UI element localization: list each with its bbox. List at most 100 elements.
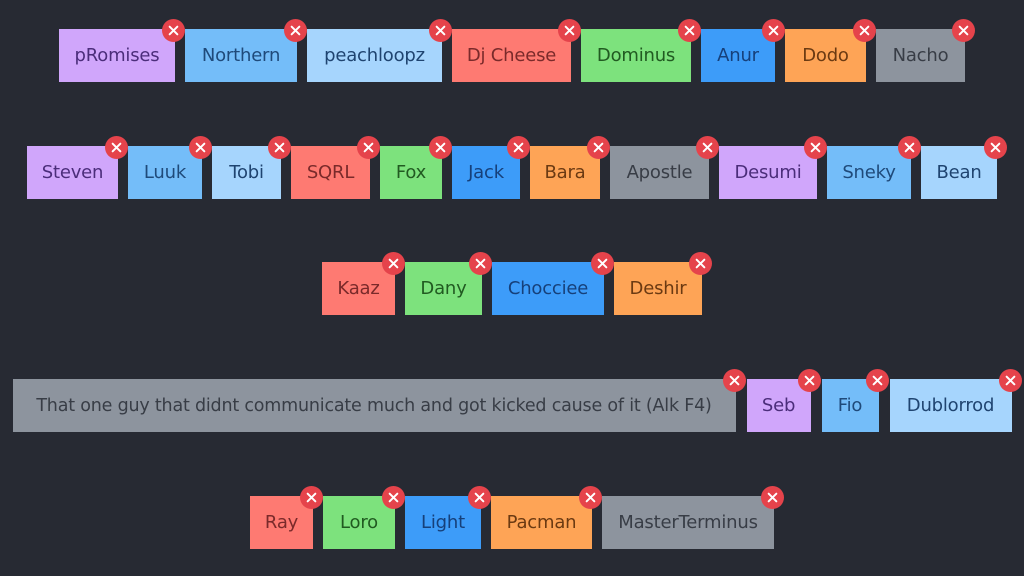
remove-tag-button[interactable] bbox=[587, 136, 610, 159]
tag-label: Dominus bbox=[596, 45, 676, 66]
remove-tag-button[interactable] bbox=[507, 136, 530, 159]
x-icon bbox=[274, 142, 285, 153]
x-icon bbox=[388, 492, 399, 503]
tag-pacman[interactable]: Pacman bbox=[491, 486, 602, 549]
tag-light[interactable]: Light bbox=[405, 486, 491, 549]
remove-tag-button[interactable] bbox=[382, 486, 405, 509]
tag-label: MasterTerminus bbox=[618, 512, 758, 533]
tag-label: Ray bbox=[264, 512, 299, 533]
remove-tag-button[interactable] bbox=[898, 136, 921, 159]
tag-dany[interactable]: Dany bbox=[405, 252, 492, 315]
tag-label: Luuk bbox=[143, 162, 187, 183]
tag-dominus[interactable]: Dominus bbox=[581, 19, 701, 82]
remove-tag-button[interactable] bbox=[189, 136, 212, 159]
remove-tag-button[interactable] bbox=[678, 19, 701, 42]
x-icon bbox=[958, 25, 969, 36]
remove-tag-button[interactable] bbox=[162, 19, 185, 42]
tag-label: Seb bbox=[761, 395, 796, 416]
x-icon bbox=[585, 492, 596, 503]
remove-tag-button[interactable] bbox=[762, 19, 785, 42]
tag-jack[interactable]: Jack bbox=[452, 136, 530, 199]
x-icon bbox=[1005, 375, 1015, 386]
remove-tag-button[interactable] bbox=[696, 136, 719, 159]
tag-tobi[interactable]: Tobi bbox=[212, 136, 291, 199]
x-icon bbox=[388, 258, 399, 269]
tag-deshir[interactable]: Deshir bbox=[614, 252, 712, 315]
remove-tag-button[interactable] bbox=[558, 19, 581, 42]
remove-tag-button[interactable] bbox=[429, 19, 452, 42]
remove-tag-button[interactable] bbox=[469, 252, 492, 275]
remove-tag-button[interactable] bbox=[952, 19, 975, 42]
x-icon bbox=[684, 25, 695, 36]
remove-tag-button[interactable] bbox=[468, 486, 491, 509]
remove-tag-button[interactable] bbox=[429, 136, 452, 159]
tag-label: SQRL bbox=[306, 162, 355, 183]
tag-row-4: That one guy that didnt communicate much… bbox=[0, 369, 1024, 432]
x-icon bbox=[435, 142, 446, 153]
tag-desumi[interactable]: Desumi bbox=[719, 136, 827, 199]
tag-loro[interactable]: Loro bbox=[323, 486, 405, 549]
x-icon bbox=[859, 25, 870, 36]
remove-tag-button[interactable] bbox=[357, 136, 380, 159]
tag-steven[interactable]: Steven bbox=[27, 136, 128, 199]
tag-northern[interactable]: Northern bbox=[185, 19, 307, 82]
remove-tag-button[interactable] bbox=[105, 136, 128, 159]
tag-seb[interactable]: Seb bbox=[746, 369, 821, 432]
remove-tag-button[interactable] bbox=[722, 369, 746, 392]
tag-row-3: Kaaz Dany Chocciee Deshir bbox=[0, 252, 1024, 315]
tag-that-one-guy[interactable]: That one guy that didnt communicate much… bbox=[12, 369, 746, 432]
tag-row-2: Steven Luuk Tobi SQRL Fox Jack Bara Apo bbox=[0, 136, 1024, 199]
remove-tag-button[interactable] bbox=[300, 486, 323, 509]
tag-label: Dj Cheese bbox=[466, 45, 557, 66]
remove-tag-button[interactable] bbox=[591, 252, 614, 275]
remove-tag-button[interactable] bbox=[797, 369, 821, 392]
tag-label: Sneky bbox=[842, 162, 896, 183]
tag-promises[interactable]: pRomises bbox=[59, 19, 185, 82]
remove-tag-button[interactable] bbox=[382, 252, 405, 275]
tag-label: pRomises bbox=[74, 45, 160, 66]
tag-kaaz[interactable]: Kaaz bbox=[322, 252, 405, 315]
tag-label: Chocciee bbox=[507, 278, 589, 299]
tag-peachloopz[interactable]: peachloopz bbox=[307, 19, 452, 82]
tag-masterterminus[interactable]: MasterTerminus bbox=[602, 486, 784, 549]
remove-tag-button[interactable] bbox=[865, 369, 889, 392]
remove-tag-button[interactable] bbox=[689, 252, 712, 275]
tag-label: Fox bbox=[395, 162, 427, 183]
tag-apostle[interactable]: Apostle bbox=[610, 136, 719, 199]
tag-chocciee[interactable]: Chocciee bbox=[492, 252, 614, 315]
x-icon bbox=[872, 375, 882, 386]
tag-label: Dany bbox=[420, 278, 467, 299]
x-icon bbox=[168, 25, 179, 36]
x-icon bbox=[593, 142, 604, 153]
tag-label: Anur bbox=[717, 45, 759, 66]
remove-tag-button[interactable] bbox=[268, 136, 291, 159]
tag-label: Dublorrod bbox=[906, 395, 995, 416]
tag-bean[interactable]: Bean bbox=[921, 136, 1007, 199]
remove-tag-button[interactable] bbox=[761, 486, 784, 509]
x-icon bbox=[702, 142, 713, 153]
tag-label: Tobi bbox=[229, 162, 264, 183]
tag-sqrl[interactable]: SQRL bbox=[291, 136, 380, 199]
remove-tag-button[interactable] bbox=[804, 136, 827, 159]
tag-ray[interactable]: Ray bbox=[250, 486, 323, 549]
tag-sneky[interactable]: Sneky bbox=[827, 136, 921, 199]
x-icon bbox=[695, 258, 706, 269]
tag-label: Bara bbox=[544, 162, 586, 183]
remove-tag-button[interactable] bbox=[284, 19, 307, 42]
tag-nacho[interactable]: Nacho bbox=[876, 19, 975, 82]
tag-dodo[interactable]: Dodo bbox=[785, 19, 876, 82]
tag-fox[interactable]: Fox bbox=[380, 136, 452, 199]
tag-anur[interactable]: Anur bbox=[701, 19, 785, 82]
tag-label: Dodo bbox=[802, 45, 849, 66]
tag-dj-cheese[interactable]: Dj Cheese bbox=[452, 19, 581, 82]
tag-bara[interactable]: Bara bbox=[530, 136, 610, 199]
remove-tag-button[interactable] bbox=[579, 486, 602, 509]
remove-tag-button[interactable] bbox=[998, 369, 1022, 392]
tag-label: peachloopz bbox=[324, 45, 425, 66]
tag-fio[interactable]: Fio bbox=[821, 369, 889, 432]
tag-dublorrod[interactable]: Dublorrod bbox=[889, 369, 1022, 432]
remove-tag-button[interactable] bbox=[984, 136, 1007, 159]
remove-tag-button[interactable] bbox=[853, 19, 876, 42]
tag-row-1: pRomises Northern peachloopz Dj Cheese D… bbox=[0, 19, 1024, 82]
tag-luuk[interactable]: Luuk bbox=[128, 136, 212, 199]
